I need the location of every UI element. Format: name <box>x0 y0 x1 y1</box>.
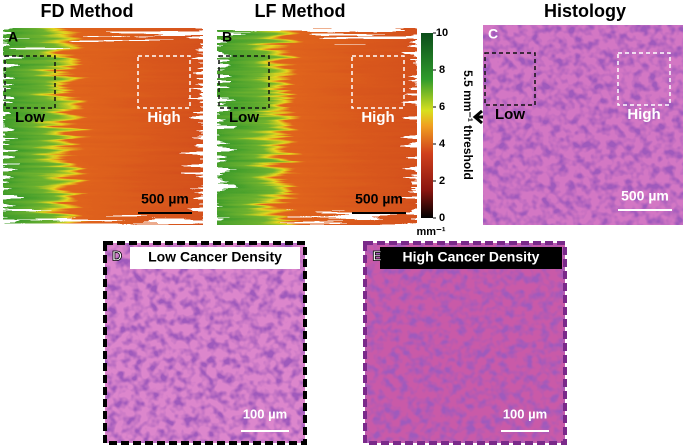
colorbar-tick-label: 8 <box>439 64 445 76</box>
panel-title: Histology <box>544 1 626 21</box>
high-label: High <box>147 109 180 126</box>
high-label: High <box>627 106 660 123</box>
scale-label: 500 µm <box>355 191 403 207</box>
scale-label: 100 µm <box>503 406 547 421</box>
zoom-border <box>363 241 567 445</box>
scale-label: 100 µm <box>243 406 287 421</box>
high-box <box>617 52 671 106</box>
caption: High Cancer Density <box>403 249 540 265</box>
colorbar-tick-label: 10 <box>436 27 448 39</box>
caption: Low Cancer Density <box>148 249 282 265</box>
high-box <box>137 55 191 109</box>
panel-letter: C <box>488 26 498 42</box>
colorbar-tick-label: 2 <box>439 175 445 187</box>
low-box <box>218 55 270 109</box>
low-box <box>484 52 536 106</box>
histology-image <box>483 25 683 225</box>
colorbar-tick-label: 0 <box>439 212 445 224</box>
panel-letter: B <box>222 29 232 45</box>
colorbar <box>421 33 433 218</box>
high-box <box>351 55 405 109</box>
caption-bg <box>130 247 300 269</box>
panel-title: LF Method <box>255 1 346 21</box>
low-label: Low <box>495 106 525 123</box>
map-image <box>217 28 417 225</box>
colorbar-tick-label: 6 <box>439 101 445 113</box>
low-box <box>4 55 56 109</box>
scale-label: 500 µm <box>141 191 189 207</box>
panel-letter: D <box>112 248 122 264</box>
scale-label: 500 µm <box>621 188 669 204</box>
panel-title: FD Method <box>41 1 134 21</box>
histology-zoom <box>365 243 565 443</box>
colorbar-label: 5.5 mm⁻¹ threshold <box>461 70 475 180</box>
map-image <box>3 28 203 225</box>
layout <box>421 33 490 218</box>
caption-bg <box>380 247 562 269</box>
low-label: Low <box>229 109 259 126</box>
histology-zoom <box>105 243 305 443</box>
low-label: Low <box>15 109 45 126</box>
panel-letter: E <box>372 248 381 264</box>
colorbar-tick-label: 4 <box>439 138 446 150</box>
panel-letter: A <box>8 29 18 45</box>
high-label: High <box>361 109 394 126</box>
colorbar-unit: mm⁻¹ <box>416 226 445 238</box>
zoom-border <box>103 241 307 445</box>
